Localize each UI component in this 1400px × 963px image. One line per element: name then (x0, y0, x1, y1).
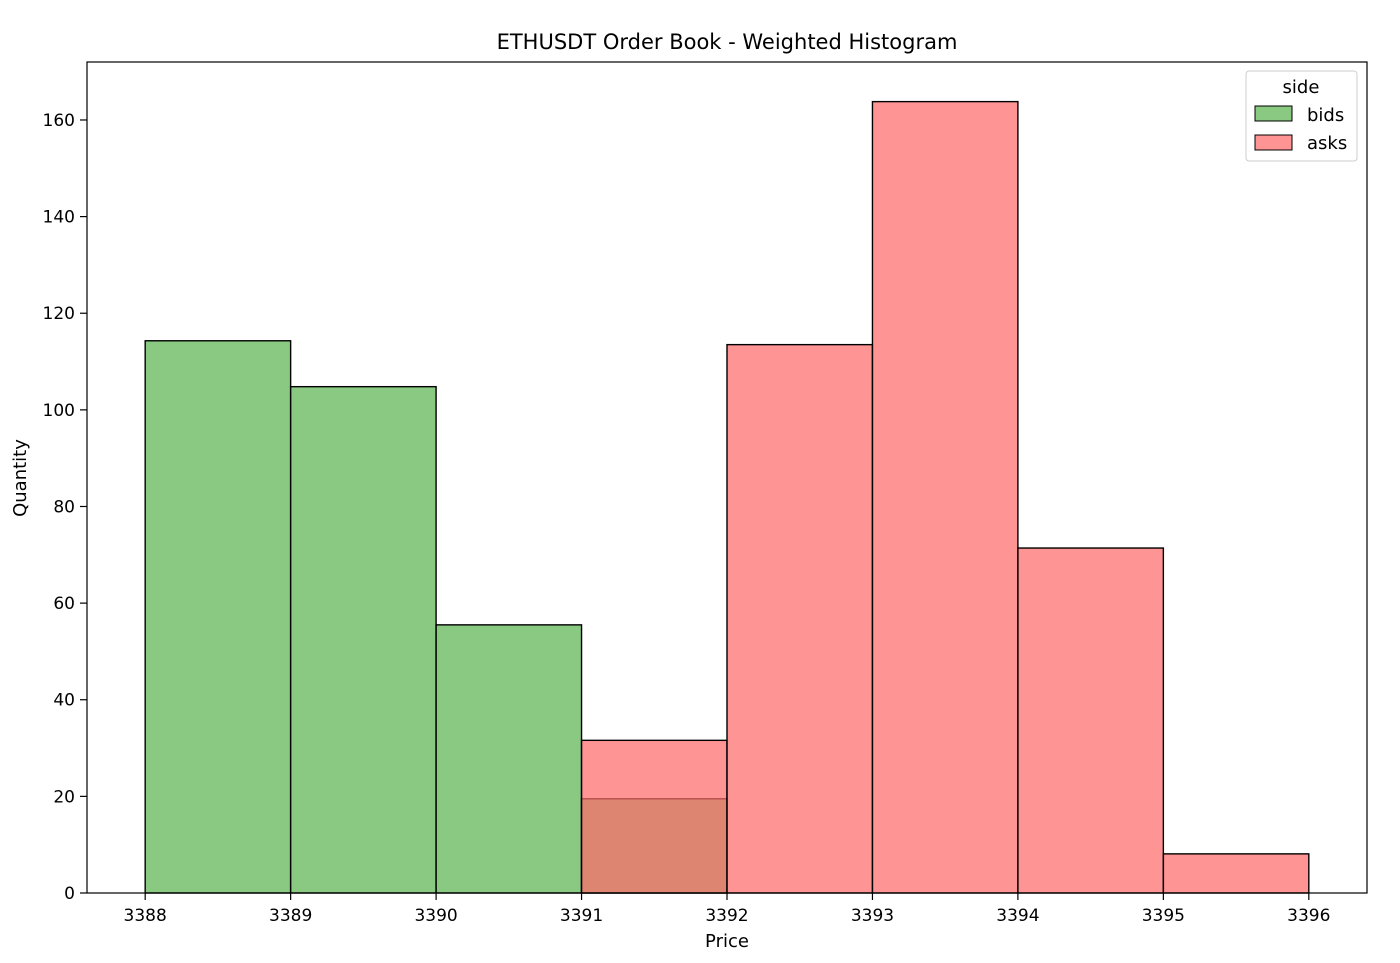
x-tick-label-8: 3396 (1287, 906, 1330, 926)
x-tick-label-4: 3392 (705, 906, 748, 926)
y-tick-label-0: 0 (64, 884, 75, 904)
x-tick-label-1: 3389 (269, 906, 312, 926)
x-tick-label-0: 3388 (124, 906, 167, 926)
legend-label-bids: bids (1307, 105, 1344, 126)
bar-asks-2 (871, 100, 1019, 894)
legend-swatch-bids (1254, 105, 1293, 122)
legend-label-asks: asks (1307, 133, 1347, 154)
x-tick-label-7: 3395 (1142, 906, 1185, 926)
bar-asks-3 (1017, 547, 1165, 894)
bar-asks-0 (580, 739, 728, 894)
y-tick-label-2: 40 (53, 691, 75, 711)
x-tick-label-3: 3391 (560, 906, 603, 926)
x-axis: 3388 3389 3390 3391 3392 3393 3394 3395 3396 (124, 893, 1330, 926)
x-axis-label: Price (705, 931, 749, 952)
y-tick-label-6: 120 (43, 304, 75, 324)
y-tick-label-8: 160 (43, 111, 75, 131)
legend: side bids asks (1245, 70, 1358, 162)
x-tick-label-2: 3390 (414, 906, 457, 926)
y-tick-label-4: 80 (53, 497, 75, 517)
y-axis: 0 20 40 60 80 100 120 140 160 (43, 111, 87, 904)
bar-asks-1 (726, 343, 874, 894)
bar-bids-1 (289, 385, 437, 894)
bar-bids-0 (144, 340, 292, 894)
x-tick-label-6: 3394 (996, 906, 1039, 926)
y-tick-label-5: 100 (43, 401, 75, 421)
chart-title: ETHUSDT Order Book - Weighted Histogram (497, 30, 958, 54)
y-tick-label-7: 140 (43, 208, 75, 228)
y-axis-label: Quantity (10, 439, 31, 517)
y-tick-label-1: 20 (53, 787, 75, 807)
bar-asks-4 (1162, 853, 1310, 894)
legend-title: side (1283, 77, 1320, 98)
legend-swatch-asks (1254, 134, 1293, 151)
y-tick-label-3: 60 (53, 594, 75, 614)
x-tick-label-5: 3393 (851, 906, 894, 926)
bars-layer (144, 100, 1310, 894)
bar-bids-2 (435, 624, 583, 894)
